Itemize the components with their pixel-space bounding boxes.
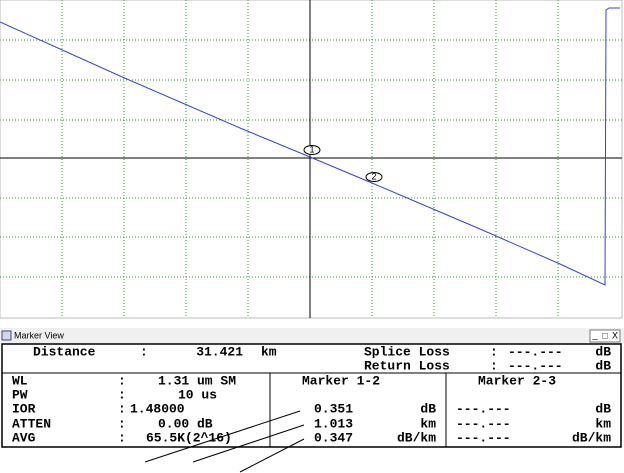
distance-unit: km — [261, 344, 277, 359]
window-buttons — [589, 329, 621, 343]
setting-label: PW — [12, 387, 28, 402]
plot-area — [0, 0, 623, 319]
setting-label: AVG — [12, 430, 36, 445]
separator: : — [118, 416, 126, 431]
separator: : — [118, 430, 126, 445]
splice-loss-value: ---.--- — [508, 344, 563, 359]
setting-value: 0.00 dB — [158, 416, 213, 431]
separator: : — [118, 387, 126, 402]
marker-value: 0.347 — [314, 430, 353, 445]
marker-unit: dB/km — [572, 430, 611, 445]
marker-value: ---.--- — [456, 430, 511, 445]
marker-unit: km — [595, 416, 611, 431]
splice-loss-unit: dB — [595, 344, 611, 359]
grid — [0, 0, 622, 318]
setting-label: IOR — [12, 401, 36, 416]
marker-value: 1.013 — [314, 416, 353, 431]
minimize-button[interactable]: _ — [591, 329, 598, 339]
marker-value: ---.--- — [456, 401, 511, 416]
separator: : — [118, 401, 126, 416]
marker-label: 2 — [371, 171, 376, 181]
marker-1[interactable] — [303, 145, 321, 155]
marker-unit: dB — [420, 401, 436, 416]
return-loss-label: Return Loss — [364, 358, 450, 373]
marker-unit: dB — [595, 401, 611, 416]
setting-value: 10 us — [178, 387, 217, 402]
annotation-lines — [144, 410, 305, 473]
window-icon — [1, 330, 12, 341]
setting-value: 65.5K(2^16) — [146, 430, 232, 445]
setting-label: ATTEN — [12, 416, 51, 431]
marker-1-2-title: Marker 1-2 — [302, 373, 380, 388]
marker-unit: km — [420, 416, 436, 431]
separator: : — [140, 344, 148, 359]
separator: : — [118, 373, 126, 388]
window-title: Marker View — [14, 330, 64, 340]
return-loss-unit: dB — [595, 358, 611, 373]
setting-label: WL — [12, 373, 28, 388]
splice-loss-label: Splice Loss — [364, 344, 450, 359]
return-loss-value: ---.--- — [508, 358, 563, 373]
marker-label: 1 — [309, 144, 314, 154]
maximize-button[interactable]: □ — [602, 330, 608, 340]
trace — [0, 7, 620, 286]
marker-value: 0.351 — [314, 401, 353, 416]
setting-value: 1.48000 — [130, 401, 185, 416]
marker-panel — [1, 343, 622, 448]
marker-2-3-title: Marker 2-3 — [478, 373, 556, 388]
distance-label: Distance — [33, 344, 96, 359]
setting-value: 1.31 um SM — [158, 373, 236, 388]
marker-value: ---.--- — [456, 416, 511, 431]
separator: : — [490, 344, 498, 359]
marker-2[interactable] — [365, 172, 383, 182]
marker-unit: dB/km — [397, 430, 436, 445]
title-bar — [0, 328, 624, 344]
separator: : — [490, 358, 498, 373]
distance-value: 31.421 — [196, 344, 243, 359]
close-button[interactable]: X — [612, 330, 618, 340]
